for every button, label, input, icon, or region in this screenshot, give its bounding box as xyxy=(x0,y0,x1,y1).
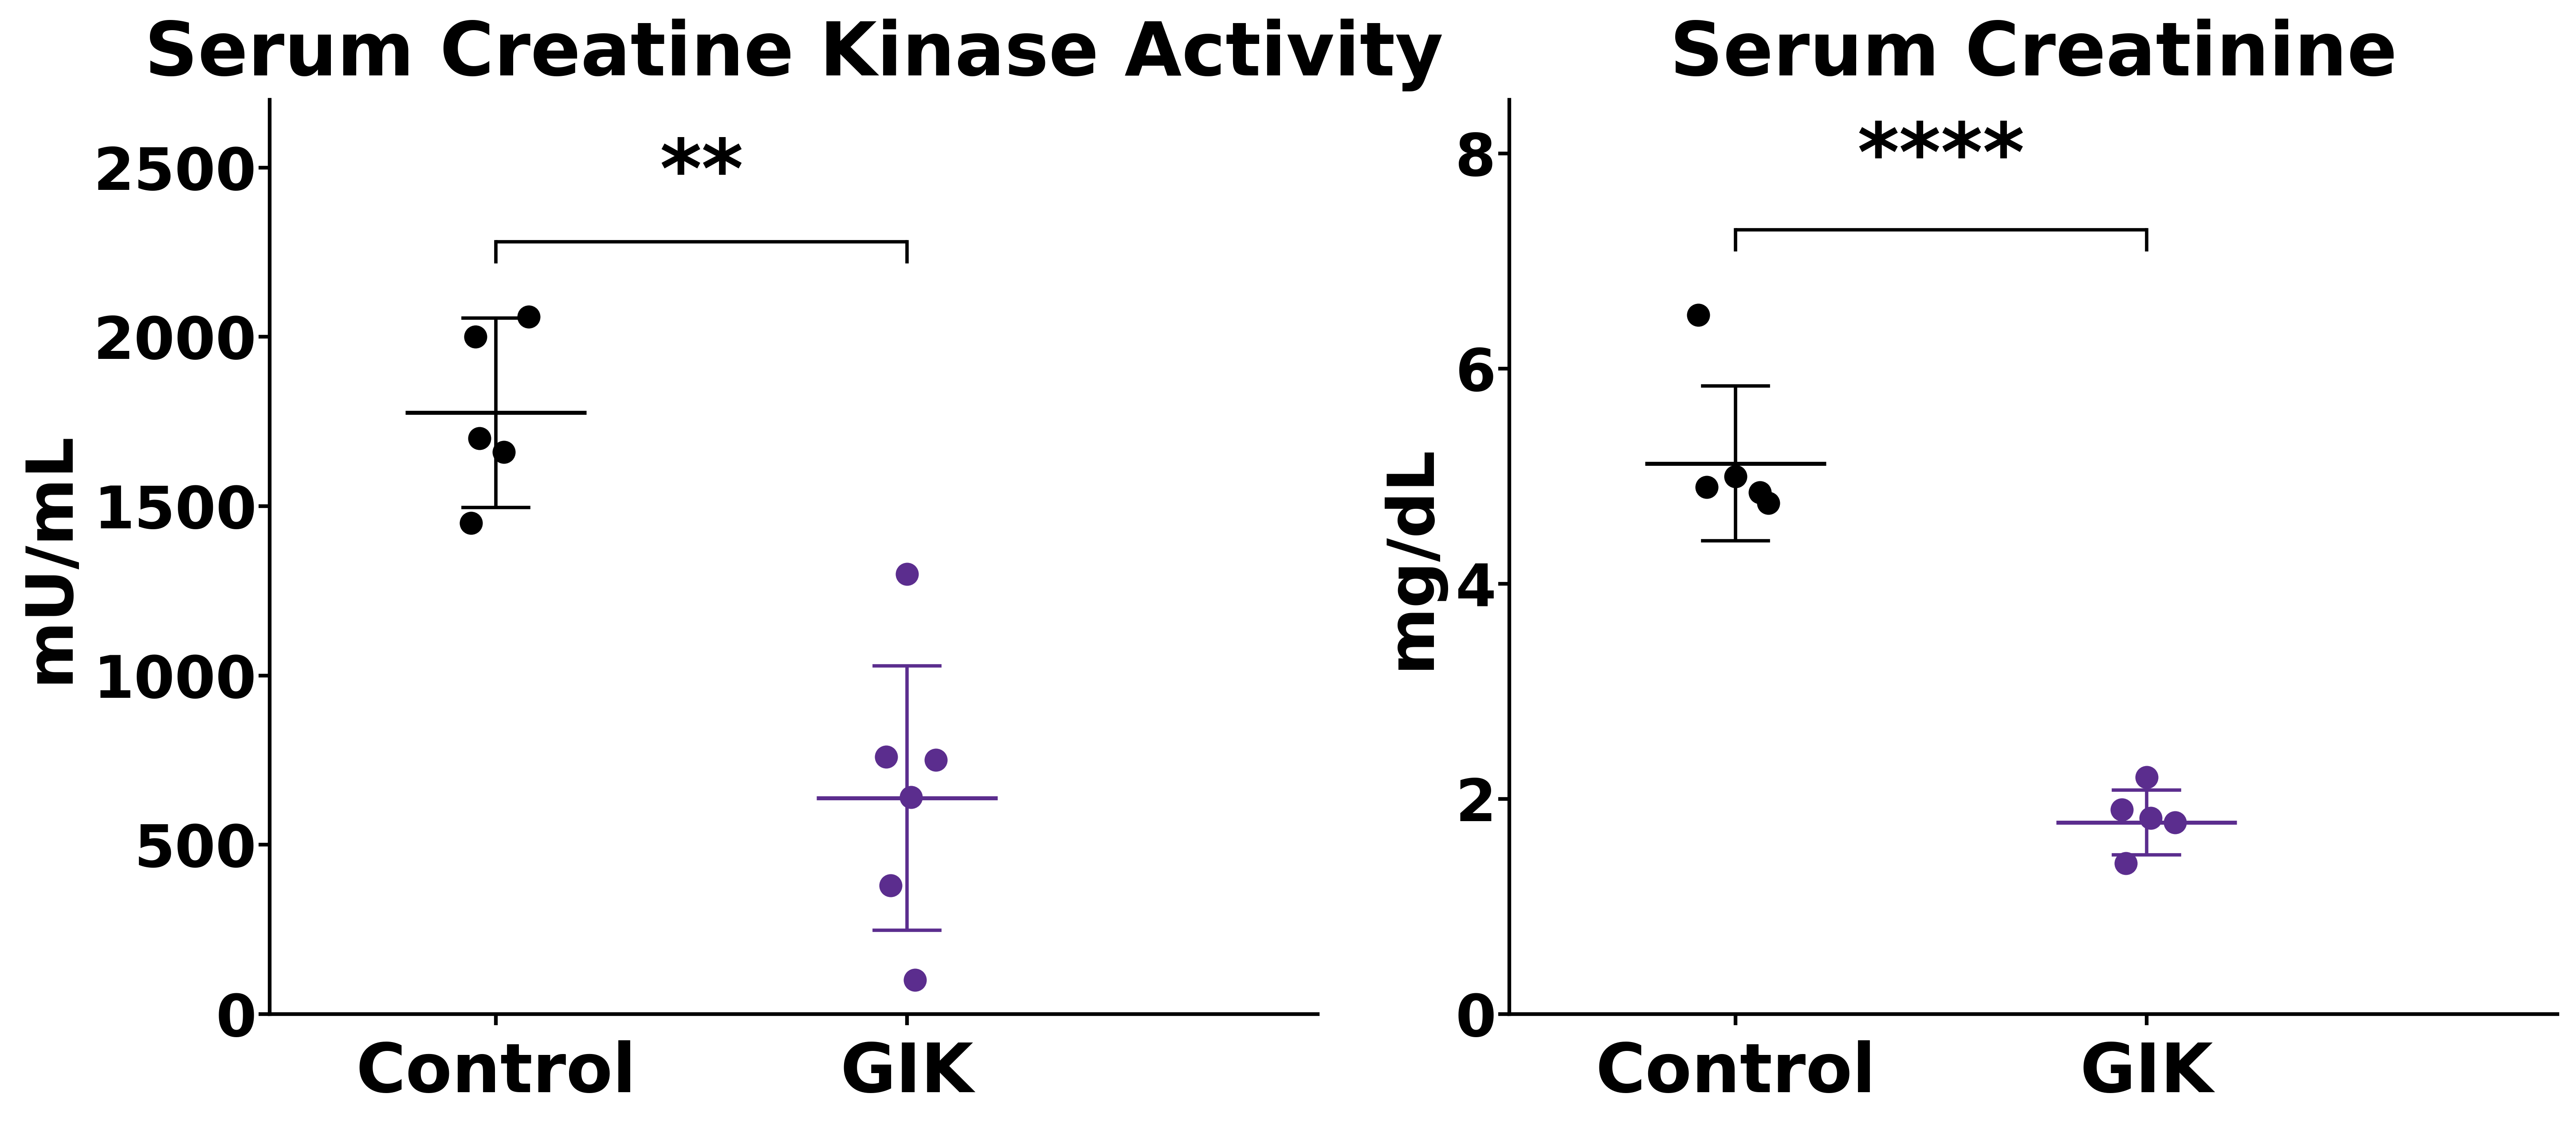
Point xyxy=(1747,494,1788,512)
Title: Serum Creatine Kinase Activity: Serum Creatine Kinase Activity xyxy=(144,18,1443,91)
Y-axis label: mg/dL: mg/dL xyxy=(1381,444,1443,669)
Point xyxy=(1716,467,1757,485)
Point xyxy=(2105,854,2146,872)
Point xyxy=(459,430,500,448)
Point xyxy=(2130,809,2172,827)
Title: Serum Creatinine: Serum Creatinine xyxy=(1669,18,2398,91)
Point xyxy=(507,307,549,325)
Text: ****: **** xyxy=(1857,119,2025,198)
Point xyxy=(866,748,907,766)
Point xyxy=(886,565,927,583)
Point xyxy=(891,789,933,807)
Point xyxy=(451,514,492,532)
Point xyxy=(894,971,935,989)
Text: **: ** xyxy=(659,136,744,214)
Point xyxy=(2102,801,2143,819)
Y-axis label: mU/mL: mU/mL xyxy=(18,431,80,683)
Point xyxy=(484,443,526,461)
Point xyxy=(871,876,912,894)
Point xyxy=(1677,306,1718,324)
Point xyxy=(453,327,495,345)
Point xyxy=(914,752,956,770)
Point xyxy=(1687,478,1728,496)
Point xyxy=(1739,484,1780,502)
Point xyxy=(2125,768,2166,786)
Point xyxy=(2154,813,2195,831)
